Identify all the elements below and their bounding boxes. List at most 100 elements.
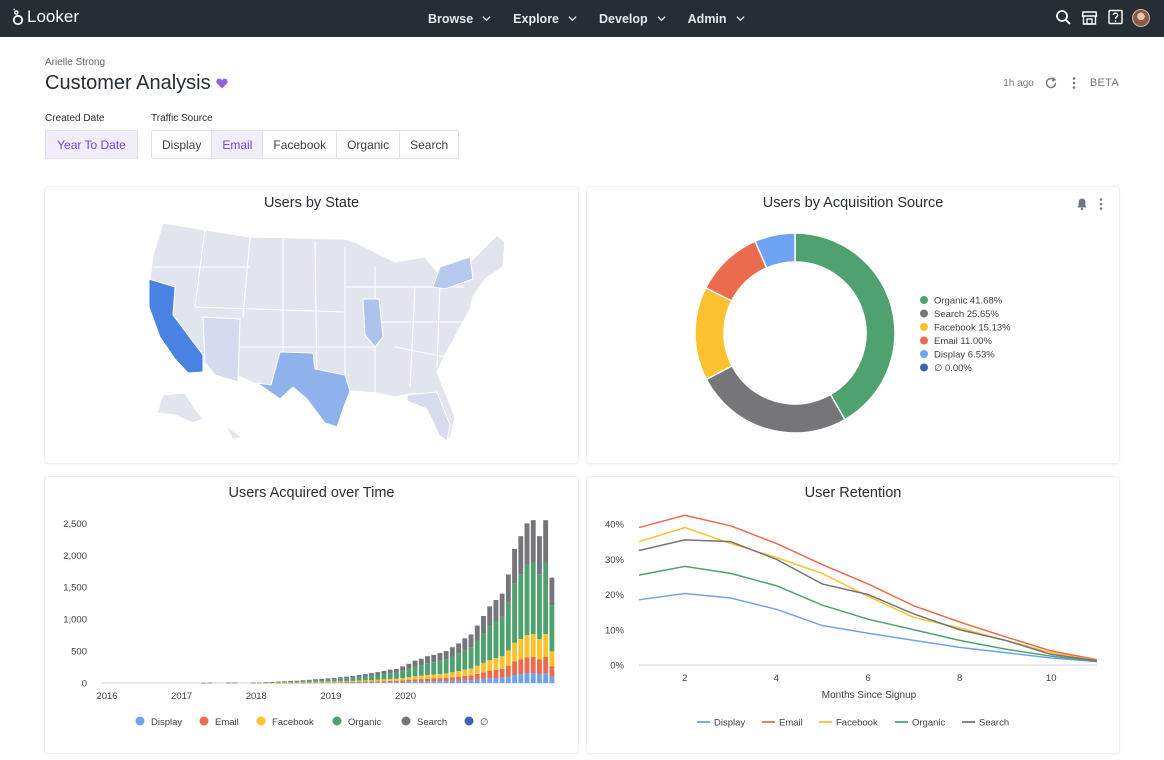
state-new-york[interactable] (432, 256, 474, 290)
bar-segment-email[interactable] (400, 680, 406, 683)
bar-segment-search[interactable] (468, 634, 474, 648)
bar-segment-organic[interactable] (300, 681, 306, 683)
bar-segment-search[interactable] (512, 548, 518, 584)
bar-segment-facebook[interactable] (549, 651, 555, 667)
bar-segment-email[interactable] (499, 668, 505, 678)
bar-segment-facebook[interactable] (524, 635, 530, 658)
bar-segment-email[interactable] (524, 657, 530, 674)
bar-segment-search[interactable] (306, 679, 312, 681)
bar-segment-facebook[interactable] (362, 680, 368, 682)
bar-segment-search[interactable] (530, 520, 536, 563)
bar-segment-organic[interactable] (269, 682, 275, 683)
bar-segment-search[interactable] (232, 682, 238, 684)
bar-segment-email[interactable] (537, 659, 542, 675)
bar-segment-organic[interactable] (387, 673, 393, 679)
bar-segment-email[interactable] (512, 661, 518, 675)
bar-segment-email[interactable] (294, 682, 300, 684)
bar-segment-email[interactable] (456, 676, 462, 681)
bar-segment-display[interactable] (369, 682, 374, 683)
bar-segment-organic[interactable] (331, 679, 337, 682)
legend-item-null[interactable]: ∅ (464, 716, 489, 729)
bar-segment-facebook[interactable] (350, 680, 356, 682)
bar-segment-facebook[interactable] (300, 682, 306, 683)
bar-segment-organic[interactable] (493, 621, 499, 659)
bar-segment-search[interactable] (275, 681, 281, 683)
bar-segment-search[interactable] (431, 654, 437, 663)
bar-segment-facebook[interactable] (493, 658, 499, 670)
bar-segment-email[interactable] (306, 682, 312, 683)
bar-segment-facebook[interactable] (425, 674, 430, 679)
legend-item-organic[interactable]: Organic (332, 716, 382, 729)
bar-segment-email[interactable] (549, 666, 555, 677)
bar-segment-organic[interactable] (362, 676, 368, 681)
bar-segment-organic[interactable] (344, 678, 350, 682)
bar-segment-search[interactable] (313, 679, 318, 681)
legend-item-email[interactable]: Email 11.00% (920, 336, 992, 347)
legend-item-facebook[interactable]: Facebook 15.13% (920, 323, 1011, 334)
bar-segment-facebook[interactable] (344, 681, 350, 682)
bar-segment-organic[interactable] (319, 679, 325, 682)
bar-segment-search[interactable] (338, 677, 343, 679)
bar-segment-display[interactable] (319, 682, 325, 684)
bar-segment-facebook[interactable] (418, 675, 424, 680)
donut-slice-organic[interactable] (794, 232, 896, 421)
bar-segment-organic[interactable] (313, 680, 318, 682)
donut-slice-display[interactable] (754, 232, 796, 269)
bar-segment-facebook[interactable] (468, 668, 474, 676)
bar-segment-display[interactable] (375, 682, 381, 683)
more-vert-icon[interactable] (1068, 76, 1080, 90)
bar-segment-display[interactable] (462, 680, 468, 683)
bar-segment-search[interactable] (543, 520, 549, 563)
bar-segment-display[interactable] (325, 682, 331, 684)
bar-segment-display[interactable] (381, 682, 387, 683)
bar-segment-display[interactable] (481, 678, 486, 683)
bar-segment-search[interactable] (481, 615, 486, 634)
bar-segment-display[interactable] (456, 680, 462, 683)
bar-segment-organic[interactable] (282, 681, 287, 683)
bar-segment-email[interactable] (313, 682, 318, 683)
state-alaska[interactable] (156, 392, 204, 424)
bar-segment-display[interactable] (505, 676, 511, 683)
traffic-option-facebook[interactable]: Facebook (263, 131, 338, 158)
bar-segment-facebook[interactable] (325, 681, 331, 683)
bar-segment-search[interactable] (300, 680, 306, 682)
donut-slice-facebook[interactable] (694, 286, 734, 381)
bar-segment-organic[interactable] (499, 616, 505, 657)
line-display[interactable] (638, 592, 1098, 663)
donut-chart[interactable]: Organic 41.68% Search 25.65% Facebook 15… (587, 187, 1119, 463)
bar-segment-facebook[interactable] (282, 682, 287, 683)
bar-segment-facebook[interactable] (269, 682, 275, 684)
bar-segment-organic[interactable] (549, 605, 555, 652)
legend-item-organic[interactable]: Organic (895, 718, 946, 729)
bar-segment-organic[interactable] (449, 656, 455, 673)
bar-segment-organic[interactable] (468, 647, 474, 669)
bar-segment-display[interactable] (437, 681, 443, 683)
bar-segment-email[interactable] (449, 677, 455, 681)
bar-segment-display[interactable] (344, 682, 350, 684)
bar-segment-email[interactable] (362, 681, 368, 683)
traffic-option-search[interactable]: Search (410, 137, 449, 152)
bar-segment-search[interactable] (549, 577, 555, 606)
line-chart[interactable]: 0% 10% 20% 30% 40% 2 4 6 8 10 Months Since Signup… (587, 477, 1119, 753)
bar-segment-facebook[interactable] (412, 676, 418, 680)
marketplace-icon[interactable] (1080, 8, 1099, 27)
refresh-icon[interactable] (1044, 76, 1058, 90)
nav-develop[interactable]: Develop (599, 12, 666, 26)
bar-segment-search[interactable] (226, 682, 231, 684)
bar-segment-email[interactable] (530, 656, 536, 674)
bar-segment-organic[interactable] (381, 674, 387, 680)
bar-segment-search[interactable] (393, 668, 399, 673)
bar-segment-organic[interactable] (400, 670, 406, 679)
bar-segment-email[interactable] (443, 677, 449, 682)
bar-segment-display[interactable] (530, 673, 536, 683)
bar-segment-search[interactable] (474, 625, 480, 641)
bar-segment-organic[interactable] (481, 633, 486, 663)
bar-segment-email[interactable] (387, 680, 393, 683)
bar-segment-facebook[interactable] (543, 634, 549, 657)
bar-segment-email[interactable] (543, 656, 549, 674)
bar-segment-facebook[interactable] (456, 671, 462, 677)
bar-segment-search[interactable] (362, 674, 368, 677)
user-avatar[interactable] (1132, 8, 1150, 27)
bar-segment-organic[interactable] (294, 681, 300, 683)
bar-segment-display[interactable] (418, 681, 424, 683)
